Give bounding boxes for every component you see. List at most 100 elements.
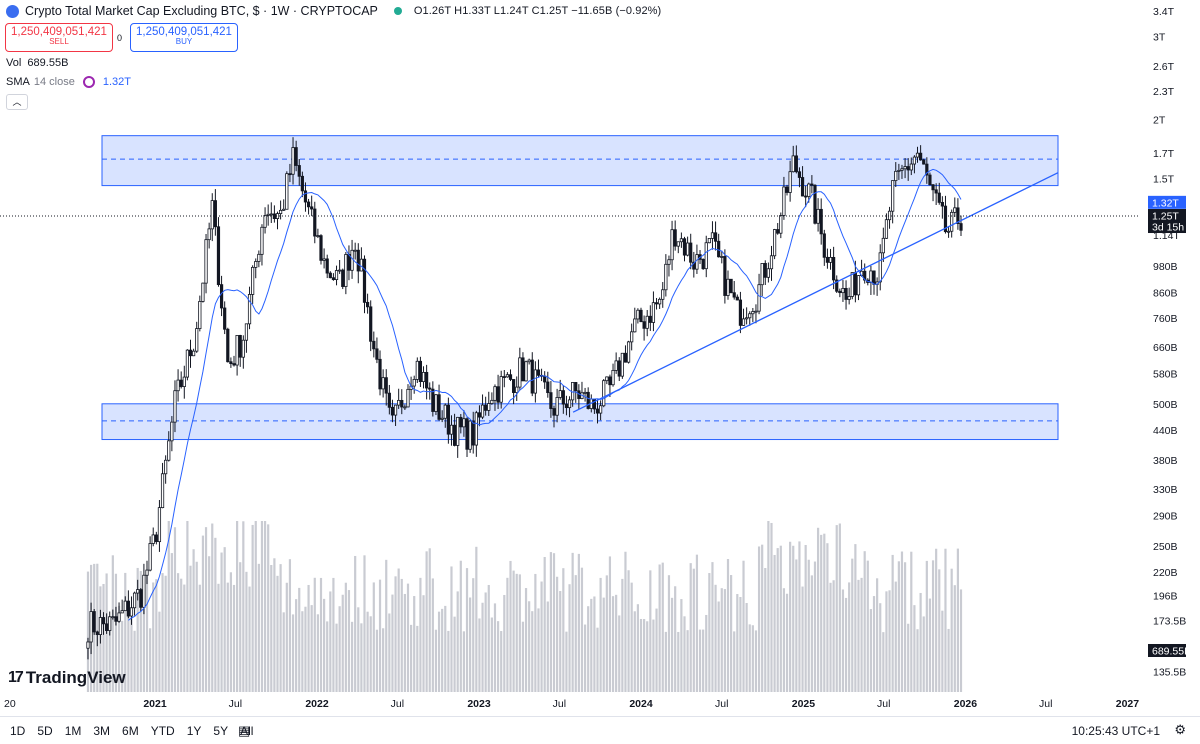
overlay-layer xyxy=(0,168,1140,621)
candle-down xyxy=(471,420,475,446)
volume-bar xyxy=(826,543,829,692)
clock[interactable]: 10:25:43 UTC+1 xyxy=(1071,724,1160,738)
candle-up xyxy=(772,229,777,257)
range-5y[interactable]: 5Y xyxy=(213,724,229,738)
volume-bar xyxy=(276,575,279,692)
sma-settings-icon[interactable] xyxy=(82,76,95,88)
gear-icon[interactable]: ⚙ xyxy=(1174,722,1186,737)
symbol-logo-icon xyxy=(6,4,19,18)
candle-down xyxy=(179,379,183,387)
candle-up xyxy=(894,170,898,182)
range-6m[interactable]: 6M xyxy=(122,724,139,738)
tradingview-mark-icon: 17 xyxy=(8,669,24,686)
time-tick-label: 2026 xyxy=(954,698,978,710)
volume-bar xyxy=(670,597,674,692)
candle-up xyxy=(291,147,295,175)
volume-bar xyxy=(493,603,497,692)
time-tick-label: 2027 xyxy=(1116,698,1140,710)
volume-bar xyxy=(798,541,801,692)
volume-legend[interactable]: Vol 689.55B xyxy=(6,57,68,69)
range-1y[interactable]: 1Y xyxy=(186,724,202,738)
candle-up xyxy=(841,288,845,294)
collapse-legend-button[interactable]: ︿ xyxy=(6,94,28,110)
volume-bar xyxy=(409,624,413,692)
volume-bar xyxy=(941,610,944,692)
candle-up xyxy=(869,270,873,283)
candle-up xyxy=(915,152,920,158)
price-axis[interactable]: 3.4T3T2.6T2.3T2T1.7T1.5T1.14T980B860B760… xyxy=(1148,6,1191,678)
candle-up xyxy=(86,641,90,649)
candle-up xyxy=(946,230,951,233)
time-axis[interactable]: 20 2021 Jul 2022 Jul 2023 Jul 2024 Jul 2025 Jul 202… xyxy=(4,698,1139,710)
candle-down xyxy=(431,388,435,412)
candle-up xyxy=(766,268,770,278)
candle-up xyxy=(555,397,559,416)
range-3m[interactable]: 3M xyxy=(93,724,111,738)
volume-bar xyxy=(652,619,655,692)
candle-up xyxy=(757,284,761,312)
candle-up xyxy=(434,394,438,412)
sma-legend[interactable]: SMA 14 close 1.32T xyxy=(6,76,131,88)
candle-up xyxy=(583,391,587,394)
volume-bar xyxy=(733,631,736,692)
market-status-icon[interactable] xyxy=(393,7,402,15)
candle-up xyxy=(791,155,795,173)
volume-bar xyxy=(767,521,770,692)
candle-up xyxy=(614,360,618,371)
candle-down xyxy=(797,171,802,178)
candle-up xyxy=(98,617,103,636)
volume-bar xyxy=(503,594,506,692)
volume-bar xyxy=(689,563,692,692)
volume-bar xyxy=(854,544,857,692)
candle-down xyxy=(303,190,308,203)
calendar-icon[interactable]: ▤ xyxy=(238,723,251,738)
time-tick-label: Jul xyxy=(877,698,890,710)
candle-up xyxy=(493,386,497,401)
volume-bar xyxy=(161,573,164,692)
candle-up xyxy=(338,269,342,272)
candle-up xyxy=(909,163,913,171)
volume-bar xyxy=(863,551,866,692)
sell-button[interactable]: 1,250,409,051,421 SELL xyxy=(5,23,113,52)
range-all[interactable]: All xyxy=(240,724,254,738)
range-ytd[interactable]: YTD xyxy=(150,724,175,738)
price-chart[interactable]: 3.4T3T2.6T2.3T2T1.7T1.5T1.14T980B860B760… xyxy=(0,0,1200,716)
candle-up xyxy=(903,166,907,170)
candle-up xyxy=(344,254,348,287)
volume-bar xyxy=(770,522,773,692)
candle-up xyxy=(667,259,671,265)
volume-bar xyxy=(434,629,438,692)
candle-down xyxy=(387,392,391,408)
chart-title[interactable]: Crypto Total Market Cap Excluding BTC, $… xyxy=(25,4,378,18)
candle-down xyxy=(101,617,106,625)
volume-bar xyxy=(441,608,444,692)
price-tick-label: 760B xyxy=(1153,313,1178,325)
candle-down xyxy=(223,307,227,330)
range-1d[interactable]: 1D xyxy=(10,724,26,738)
candle-up xyxy=(515,386,519,393)
candle-down xyxy=(689,242,693,263)
volume-bar xyxy=(556,576,559,692)
candle-down xyxy=(341,269,345,287)
volume-bar xyxy=(341,594,344,692)
countdown-tag: 3d 15h xyxy=(1152,222,1184,234)
candle-down xyxy=(384,377,388,394)
buy-button[interactable]: 1,250,409,051,421 BUY xyxy=(130,23,238,52)
volume-bar xyxy=(804,545,807,692)
volume-bar xyxy=(931,560,935,692)
candle-down xyxy=(639,309,643,323)
volume-bar xyxy=(739,596,742,692)
volume-bar xyxy=(164,575,167,692)
candle-up xyxy=(788,171,792,193)
range-1m[interactable]: 1M xyxy=(64,724,82,738)
volume-bar xyxy=(459,560,462,692)
volume-bar xyxy=(832,580,835,692)
candle-up xyxy=(334,270,339,281)
candle-down xyxy=(331,277,336,281)
volume-bar xyxy=(627,570,630,692)
candle-up xyxy=(198,301,202,329)
volume-bar xyxy=(444,605,447,692)
range-5d[interactable]: 5D xyxy=(37,724,53,738)
volume-bar xyxy=(922,616,925,692)
candle-up xyxy=(760,263,764,286)
